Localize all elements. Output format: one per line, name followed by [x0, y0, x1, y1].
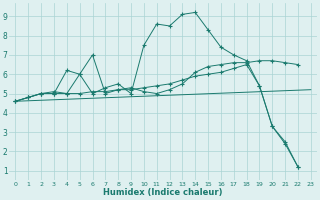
X-axis label: Humidex (Indice chaleur): Humidex (Indice chaleur)	[103, 188, 223, 197]
